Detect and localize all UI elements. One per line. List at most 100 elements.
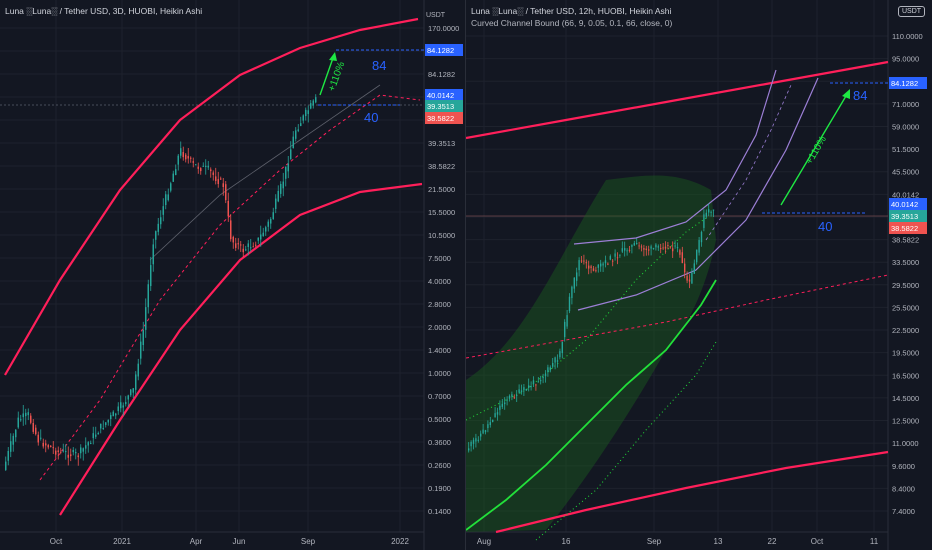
y-tick-label: 84.1282 <box>428 70 455 79</box>
left-candle <box>77 455 79 458</box>
target-low-label: 40 <box>364 110 378 125</box>
left-candle <box>282 181 284 189</box>
right-candle <box>616 257 619 259</box>
right-candle <box>672 248 674 252</box>
left-candle <box>232 236 234 243</box>
right-candle <box>504 402 506 405</box>
x-tick-label: Jun <box>233 537 246 546</box>
x-tick-label: 13 <box>714 537 723 546</box>
right-candle <box>662 247 664 249</box>
left-candle <box>300 123 302 127</box>
right-candle <box>621 248 623 252</box>
y-tick-label: 59.0000 <box>892 122 919 131</box>
right-candle <box>595 270 597 272</box>
left-candle <box>165 194 167 206</box>
left-candle <box>62 450 64 452</box>
y-tick-label: 1.0000 <box>428 369 451 378</box>
right-candle <box>470 441 472 447</box>
y-tick-label: 4.0000 <box>428 277 451 286</box>
left-candle <box>315 97 317 103</box>
left-candle <box>250 247 252 249</box>
left-candle <box>40 437 42 439</box>
left-candle <box>280 183 282 194</box>
right-candle <box>667 245 669 247</box>
left-candle <box>145 307 147 330</box>
right-candle <box>640 246 643 248</box>
right-candle <box>501 403 503 407</box>
left-candle <box>87 442 89 446</box>
y-tick-label: 15.5000 <box>428 208 455 217</box>
y-tick-label: 39.3513 <box>428 139 455 148</box>
right-candle <box>645 248 647 251</box>
left-candle <box>22 413 24 418</box>
left-candle <box>310 103 312 109</box>
left-candle <box>80 447 82 454</box>
left-candle <box>112 411 114 417</box>
right-candle <box>607 263 609 265</box>
price-tag-label: 84.1282 <box>891 79 918 88</box>
left-candle <box>200 168 202 172</box>
right-chart-pane[interactable]: 110.0000 95.0000 84.1282 71.0000 59.0000 51.5… <box>466 0 932 550</box>
price-tag-label: 38.5822 <box>427 114 454 123</box>
price-tag <box>889 77 927 89</box>
left-candle <box>50 445 52 448</box>
left-candle <box>160 217 162 225</box>
left-candle <box>30 415 32 423</box>
y-tick-label: 29.5000 <box>892 281 919 290</box>
left-chart-canvas[interactable]: 170.0000120.000084.128261.000040.014239.… <box>0 0 465 550</box>
right-candle <box>638 245 640 247</box>
left-candle <box>20 419 22 421</box>
right-candle <box>484 430 487 433</box>
right-candle <box>700 231 703 243</box>
right-chart-title: Luna ░Luna░ / Tether USD, 12h, HUOBI, He… <box>471 6 672 16</box>
right-chart-canvas[interactable]: 110.0000 95.0000 84.1282 71.0000 59.0000 51.5… <box>466 0 932 550</box>
left-candle <box>10 441 12 452</box>
left-candle <box>207 165 209 168</box>
right-candle <box>559 351 561 358</box>
left-candle <box>242 248 244 253</box>
left-candle <box>205 165 207 167</box>
right-candle <box>583 260 585 262</box>
trend-line <box>149 84 381 261</box>
left-candle <box>197 166 199 169</box>
left-candle <box>27 412 29 416</box>
left-candle <box>142 329 144 345</box>
left-candle <box>202 165 204 167</box>
y-tick-label: 0.3600 <box>428 438 451 447</box>
price-tag-label: 40.0142 <box>891 200 918 209</box>
channel-upper <box>466 60 889 140</box>
right-candle <box>657 246 659 248</box>
price-tag <box>889 210 927 222</box>
right-candle <box>602 263 604 266</box>
right-candle <box>679 250 681 255</box>
y-tick-label: 8.4000 <box>892 484 915 493</box>
left-candle <box>312 100 314 106</box>
price-tag-label: 38.5822 <box>891 224 918 233</box>
left-candle <box>67 454 69 458</box>
left-candle <box>95 434 97 437</box>
y-tick-label: 0.1900 <box>428 484 451 493</box>
left-candle <box>230 220 232 240</box>
left-candle <box>110 415 112 420</box>
right-candle <box>614 253 616 257</box>
left-candle <box>220 178 222 180</box>
left-candle <box>55 450 57 455</box>
y-tick-label: 25.5000 <box>892 303 919 312</box>
left-candle <box>150 265 152 287</box>
currency-button[interactable]: USDT <box>898 6 926 17</box>
right-candle <box>544 374 547 377</box>
right-candle <box>578 260 580 271</box>
left-candle <box>195 164 197 166</box>
x-tick-label: Aug <box>477 537 491 546</box>
right-candle <box>480 433 482 437</box>
left-candle <box>272 212 274 220</box>
left-candle <box>275 198 277 209</box>
left-candle <box>210 169 212 172</box>
left-candle <box>12 435 14 445</box>
right-candle <box>612 260 614 262</box>
left-chart-pane[interactable]: 170.0000120.000084.128261.000040.014239.… <box>0 0 466 550</box>
left-candle <box>105 422 107 425</box>
right-candle <box>604 260 607 264</box>
channel-lower <box>59 182 423 516</box>
right-candle <box>492 419 494 422</box>
